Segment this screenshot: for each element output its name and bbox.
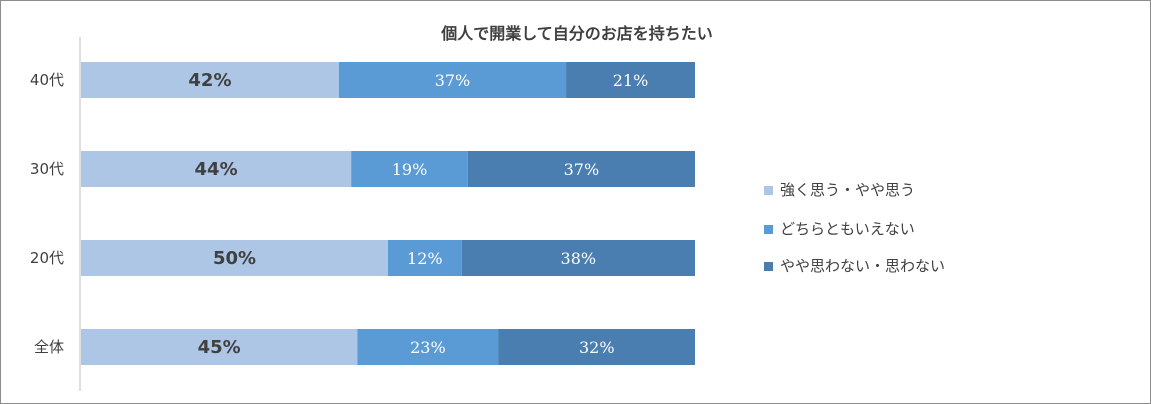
data-label: 44%	[195, 159, 238, 180]
data-label: 32%	[579, 338, 615, 357]
category-label: 30代	[30, 160, 64, 178]
bar-segment	[467, 151, 695, 187]
data-label: 12%	[407, 249, 443, 268]
data-label: 45%	[198, 337, 241, 358]
bar-segment	[351, 151, 468, 187]
data-label: 37%	[564, 160, 600, 179]
category-label: 40代	[30, 71, 64, 89]
chart-title: 個人で開業して自分のお店を持ちたい	[440, 24, 713, 43]
data-label: 42%	[188, 70, 231, 91]
bars-group: 40代 42% 37% 21% 30代 44% 19% 37% 20代 50% 12% 38% 全体 45…	[30, 62, 695, 365]
bar-segment	[388, 240, 462, 276]
bar-segment	[81, 329, 358, 365]
data-label: 37%	[435, 71, 471, 90]
bar-segment	[498, 329, 695, 365]
bar-segment	[566, 62, 695, 98]
bar-segment	[338, 62, 567, 98]
legend-swatch	[764, 186, 773, 195]
bar-segment	[81, 151, 352, 187]
data-label: 19%	[392, 160, 428, 179]
legend-label: 強く思う・やや思う	[780, 181, 915, 199]
category-label: 20代	[30, 249, 64, 267]
bar-segment	[81, 62, 339, 98]
data-label: 21%	[613, 71, 649, 90]
bar-segment	[461, 240, 695, 276]
legend-swatch	[764, 225, 773, 234]
category-label: 全体	[34, 338, 64, 356]
data-label: 50%	[213, 248, 256, 269]
legend-label: どちらともいえない	[780, 220, 915, 238]
bar-segment	[357, 329, 499, 365]
legend-swatch	[764, 262, 773, 271]
bar-segment	[81, 240, 388, 276]
data-label: 38%	[561, 249, 597, 268]
data-label: 23%	[410, 338, 446, 357]
legend-label: やや思わない・思わない	[780, 257, 945, 275]
